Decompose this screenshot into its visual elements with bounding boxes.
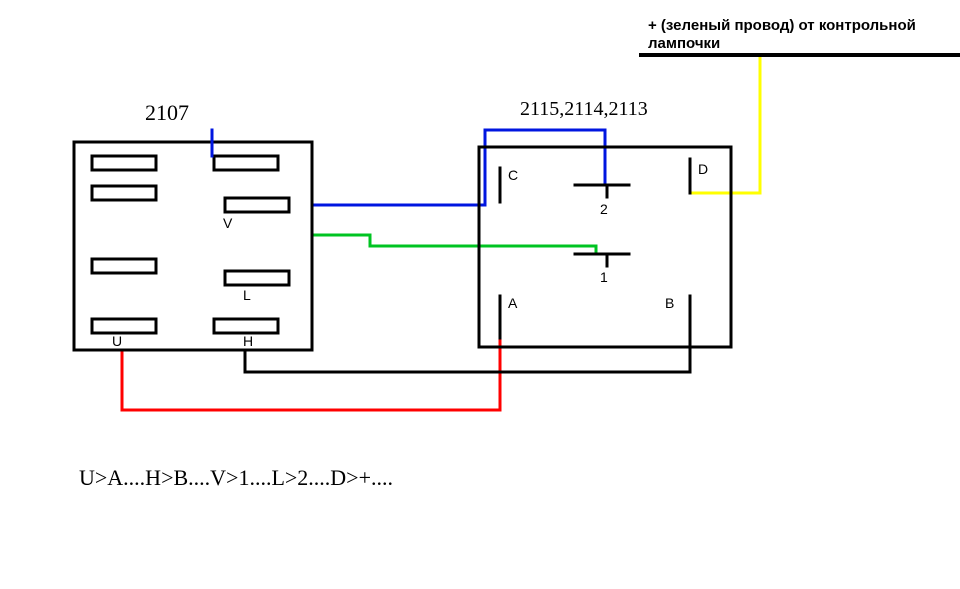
left-terminal-3: [225, 198, 289, 212]
mapping-caption: U>A....H>B....V>1....L>2....D>+....: [79, 465, 393, 490]
pin-label-U: U: [112, 333, 122, 349]
pin-label-V: V: [223, 215, 233, 231]
left-terminal-4: [92, 259, 156, 273]
wiring-diagram: 2107 U H L V 2115,2114,2113 C D A B 2 1 + (зеленый п…: [0, 0, 960, 589]
left-terminal-7: [214, 319, 278, 333]
pin-label-2: 2: [600, 201, 608, 217]
left-terminal-2: [92, 186, 156, 200]
note-line2: лампочки: [648, 35, 720, 52]
pin-label-H: H: [243, 333, 253, 349]
left-terminal-6: [92, 319, 156, 333]
pin-label-1: 1: [600, 269, 608, 285]
left-terminal-0: [92, 156, 156, 170]
pin-label-D: D: [698, 161, 708, 177]
pin-label-L: L: [243, 287, 251, 303]
right-box-title: 2115,2114,2113: [520, 98, 648, 120]
left-terminal-5: [225, 271, 289, 285]
pin-label-A: A: [508, 295, 518, 311]
left-terminal-1: [214, 156, 278, 170]
note-line1: + (зеленый провод) от контрольной: [648, 17, 916, 34]
pin-label-C: C: [508, 167, 518, 183]
wire-green: [292, 235, 596, 254]
pin-label-B: B: [665, 295, 674, 311]
left-box-title: 2107: [145, 100, 189, 125]
